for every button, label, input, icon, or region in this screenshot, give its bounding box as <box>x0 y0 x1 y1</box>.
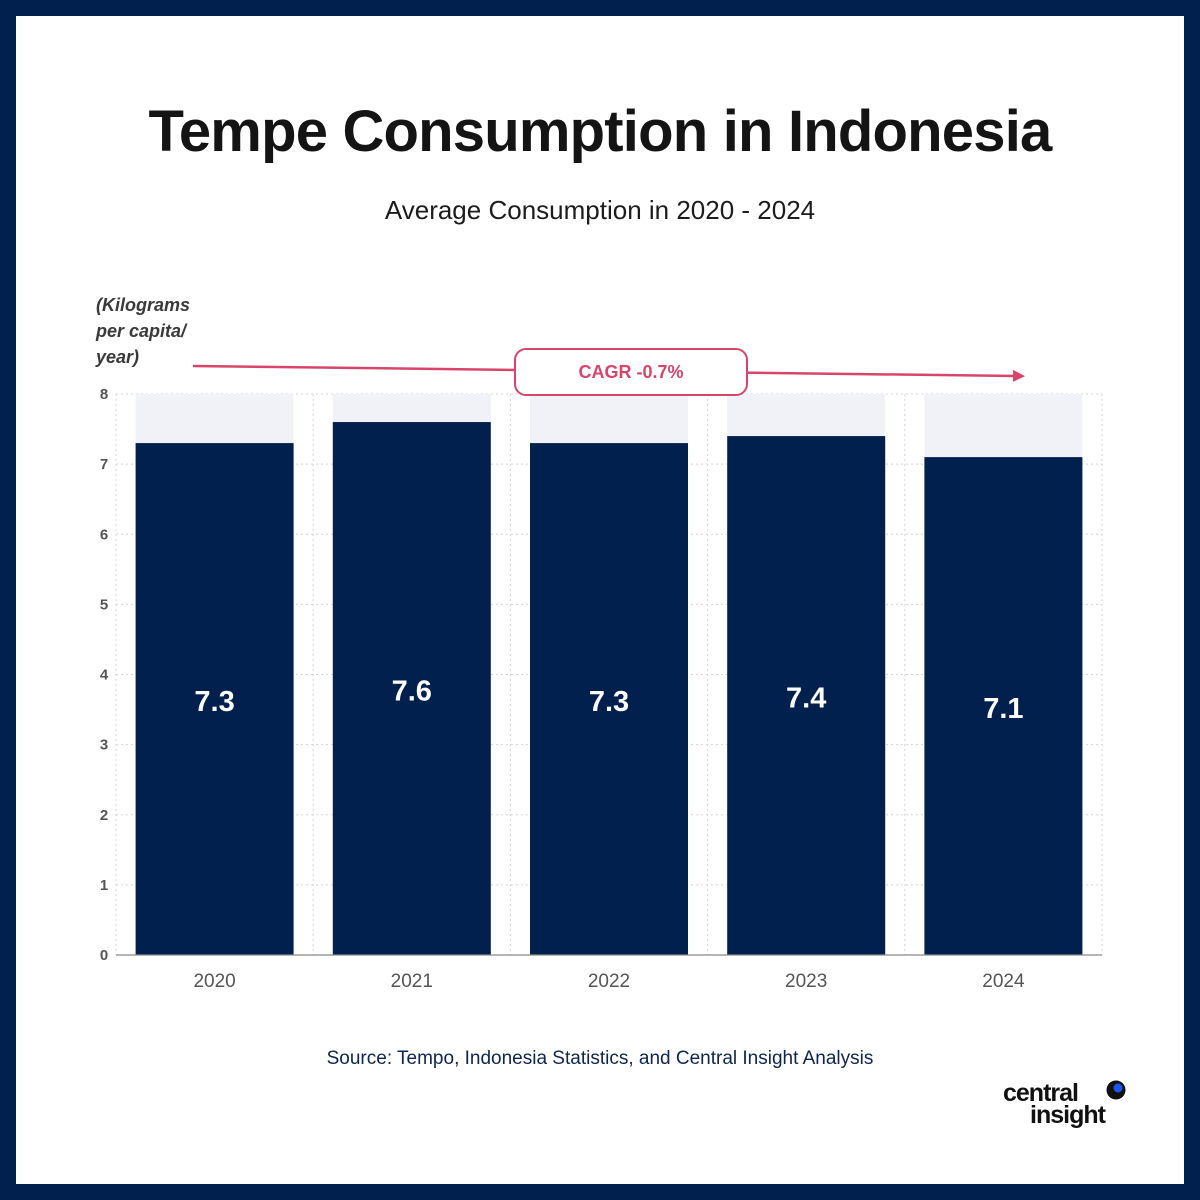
logo-word-insight: insight <box>1030 1101 1106 1129</box>
bars <box>135 394 1083 955</box>
y-tick-label: 0 <box>100 947 108 964</box>
y-tick-label: 5 <box>100 596 108 613</box>
x-tick-label: 2022 <box>588 971 630 992</box>
y-tick-label: 6 <box>100 526 108 543</box>
chart-subtitle: Average Consumption in 2020 - 2024 <box>384 195 816 225</box>
x-tick-label: 2024 <box>982 971 1025 992</box>
y-axis-unit-label: (Kilograms per capita/ year) <box>96 295 191 367</box>
bar-value-label: 7.4 <box>786 683 826 715</box>
y-tick-label: 8 <box>100 386 108 403</box>
source-note: Source: Tempo, Indonesia Statistics, and… <box>326 1048 874 1069</box>
logo-word-central: central <box>1003 1079 1079 1107</box>
y-tick-label: 2 <box>100 807 108 824</box>
bar-value-label: 7.1 <box>983 693 1023 725</box>
y-tick-label: 7 <box>100 456 108 473</box>
bar <box>332 422 491 955</box>
bar-value-label: 7.6 <box>392 676 432 708</box>
x-tick-label: 2023 <box>785 971 827 992</box>
x-tick-label: 2020 <box>193 971 235 992</box>
bar <box>530 443 688 955</box>
central-insight-logo: central insight <box>1003 1078 1173 1130</box>
chart-title: Tempe Consumption in Indonesia <box>148 99 1053 164</box>
y-tick-label: 3 <box>100 737 108 754</box>
x-tick-label: 2021 <box>391 971 433 992</box>
bar <box>135 443 294 955</box>
bar <box>924 457 1083 955</box>
labels: 0 1 2 3 4 5 6 7 8 7.3 2020 7.6 2021 7.3 2022 7.4 2023 7.1… <box>100 386 1025 992</box>
eye-icon <box>1106 1080 1126 1100</box>
cagr-annotation: CAGR -0.7% <box>514 348 748 396</box>
bar-value-label: 7.3 <box>589 686 629 718</box>
y-tick-label: 1 <box>100 877 108 894</box>
bar-value-label: 7.3 <box>194 686 234 718</box>
y-tick-label: 4 <box>100 667 109 684</box>
bar <box>727 436 886 955</box>
